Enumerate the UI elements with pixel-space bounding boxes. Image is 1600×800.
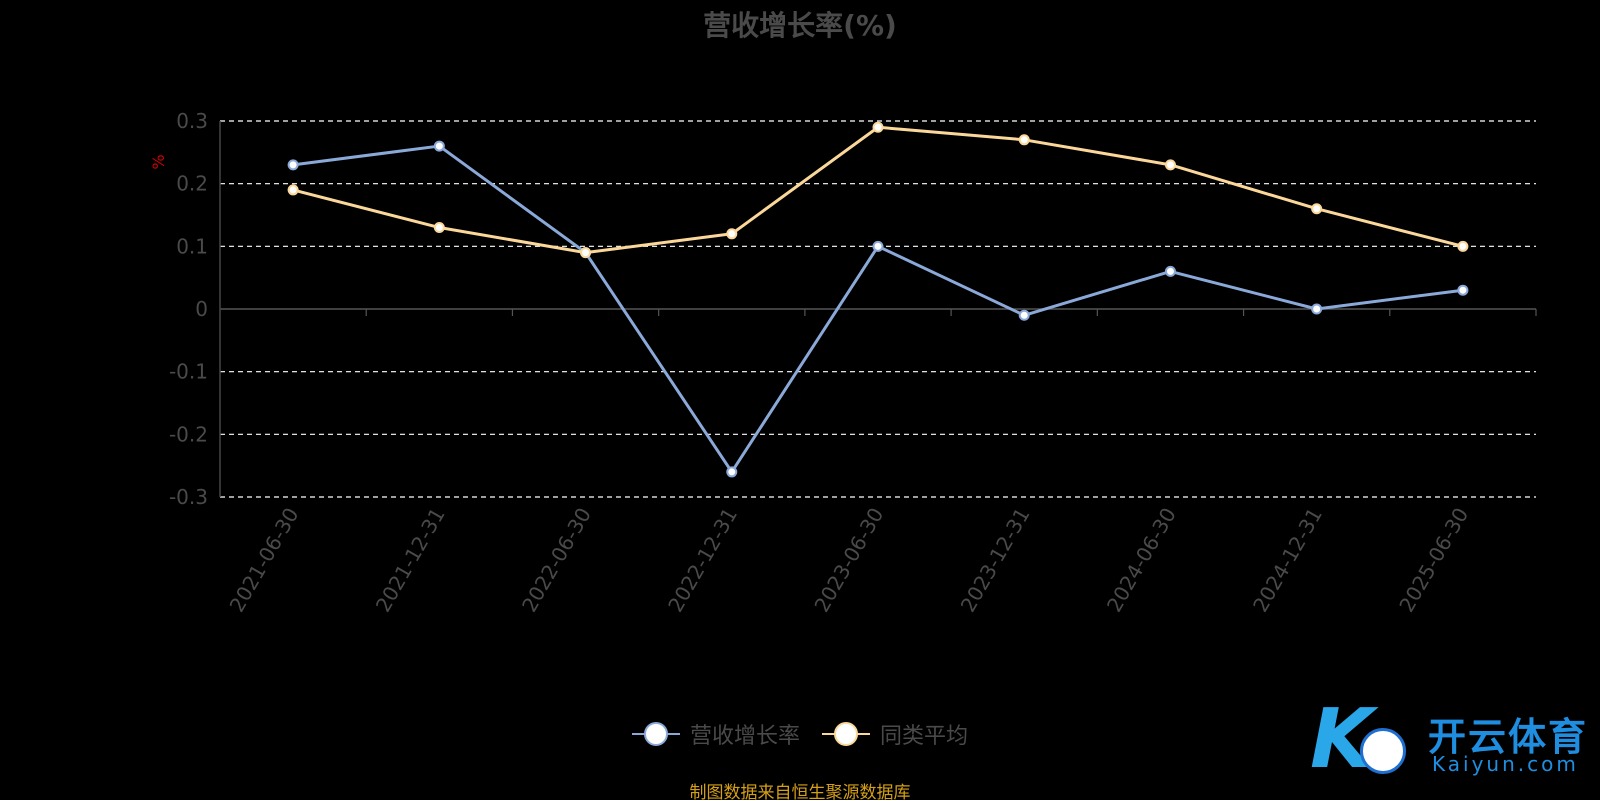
y-axis-label: % bbox=[149, 154, 168, 169]
y-tick-label: -0.1 bbox=[169, 360, 208, 384]
series-line-category-average bbox=[292, 125, 1464, 255]
y-tick-label: 0.3 bbox=[176, 109, 208, 133]
chart-legend: 营收增长率 同类平均 bbox=[0, 718, 1600, 750]
y-tick-label: -0.3 bbox=[169, 485, 208, 509]
x-tick-label: 2024-06-30 bbox=[1102, 504, 1181, 617]
data-point bbox=[287, 159, 299, 171]
x-tick-label: 2024-12-31 bbox=[1248, 504, 1327, 617]
data-point bbox=[872, 121, 884, 133]
data-point bbox=[1457, 284, 1469, 296]
x-tick-label: 2022-06-30 bbox=[517, 504, 596, 617]
data-point bbox=[580, 247, 592, 259]
data-point bbox=[433, 140, 445, 152]
data-point bbox=[1164, 159, 1176, 171]
data-point bbox=[726, 466, 738, 478]
data-point bbox=[1018, 309, 1030, 321]
x-tick-label: 2021-12-31 bbox=[371, 504, 450, 617]
y-tick-label: 0.2 bbox=[176, 172, 208, 196]
data-point bbox=[1018, 134, 1030, 146]
data-source-note: 制图数据来自恒生聚源数据库 bbox=[689, 783, 911, 800]
x-tick-label: 2023-12-31 bbox=[956, 504, 1035, 617]
legend-label-revenue-growth: 营收增长率 bbox=[689, 724, 800, 749]
soccer-ball-icon bbox=[1360, 728, 1406, 774]
data-point bbox=[1311, 203, 1323, 215]
data-point bbox=[287, 184, 299, 196]
legend-label-category-average: 同类平均 bbox=[880, 724, 969, 749]
legend-marker-category-average bbox=[822, 722, 870, 746]
line-chart: 0.3 0.2 0.1 0 -0.1 -0.2 -0.3% 2021-06-30 2021-12… bbox=[149, 109, 1537, 617]
y-tick-label: 0 bbox=[195, 297, 208, 321]
x-tick-label: 2025-06-30 bbox=[1394, 504, 1473, 617]
data-point bbox=[872, 240, 884, 252]
data-point bbox=[1311, 303, 1323, 315]
y-tick-label: 0.1 bbox=[176, 234, 208, 258]
x-tick-label: 2021-06-30 bbox=[225, 504, 304, 617]
legend-item-revenue-growth[interactable]: 营收增长率 bbox=[631, 718, 800, 750]
brand-watermark-logo: K 开云体育 Kaiyun.com bbox=[1310, 699, 1590, 781]
data-point bbox=[433, 222, 445, 234]
legend-item-category-average[interactable]: 同类平均 bbox=[822, 718, 968, 750]
x-tick-label: 2023-06-30 bbox=[809, 504, 888, 617]
brand-name-en: Kaiyun.com bbox=[1432, 752, 1579, 776]
brand-name-cn: 开云体育 bbox=[1428, 715, 1589, 759]
data-point bbox=[726, 228, 738, 240]
x-tick-label: 2022-12-31 bbox=[663, 504, 742, 617]
chart-title: 营收增长率(%) bbox=[703, 9, 897, 42]
data-point bbox=[1457, 240, 1469, 252]
data-point bbox=[1164, 265, 1176, 277]
legend-marker-revenue-growth bbox=[631, 722, 680, 746]
y-tick-label: -0.2 bbox=[169, 422, 208, 446]
